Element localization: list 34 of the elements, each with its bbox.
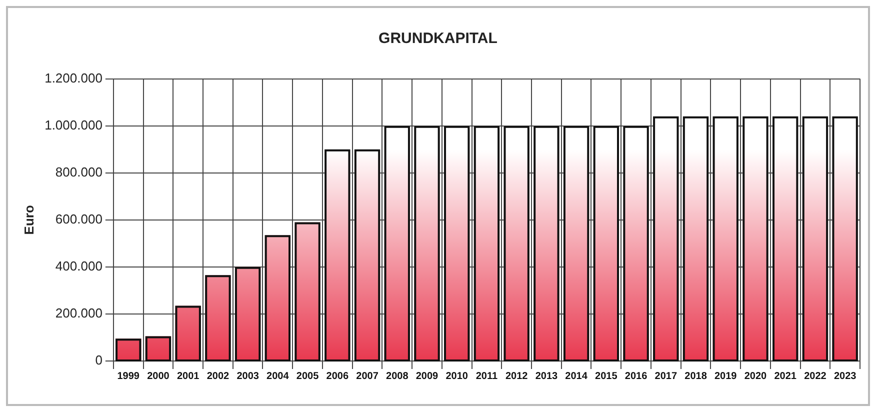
x-tick-label: 2010: [446, 370, 468, 382]
x-tick-label: 2021: [774, 370, 797, 382]
x-tick-label: 2022: [804, 370, 827, 382]
x-tick-label: 2003: [236, 370, 260, 382]
x-tick-label: 2008: [386, 370, 409, 382]
x-tick-label: 2017: [654, 370, 678, 382]
y-tick-label: 600.000: [55, 211, 102, 226]
y-tick-label: 1.200.000: [44, 70, 102, 86]
x-tick-label: 2012: [505, 370, 528, 382]
x-tick-label: 2001: [176, 370, 200, 382]
y-tick-label: 400.000: [55, 258, 102, 274]
y-tick-label: 800.000: [55, 164, 102, 180]
x-tick-label: 2018: [684, 370, 708, 382]
y-tick-label: 0: [95, 352, 102, 368]
x-tick-label: 2009: [416, 370, 439, 382]
x-tick-label: 2004: [266, 370, 290, 382]
x-tick-label: 2020: [744, 370, 768, 382]
x-tick-label: 2000: [147, 370, 170, 382]
y-axis-title: Euro: [21, 205, 36, 235]
x-tick-label: 2002: [206, 370, 230, 382]
x-tick-label: 2019: [714, 370, 738, 382]
x-tick-label: 2014: [565, 370, 588, 382]
x-tick-label: 2015: [595, 370, 618, 382]
x-tick-label: 2013: [535, 370, 558, 382]
x-tick-label: 2016: [624, 370, 648, 382]
x-tick-label: 2005: [296, 370, 320, 382]
y-tick-label: 200.000: [55, 306, 102, 321]
y-tick-label: 1.000.000: [44, 117, 102, 132]
x-tick-label: 2007: [356, 370, 379, 382]
x-tick-label: 1999: [117, 370, 140, 382]
x-tick-label: 2006: [326, 370, 349, 382]
x-tick-label: 2011: [476, 370, 498, 382]
x-tick-label: 2023: [834, 370, 857, 382]
chart-title: GRUNDKAPITAL: [378, 30, 498, 47]
